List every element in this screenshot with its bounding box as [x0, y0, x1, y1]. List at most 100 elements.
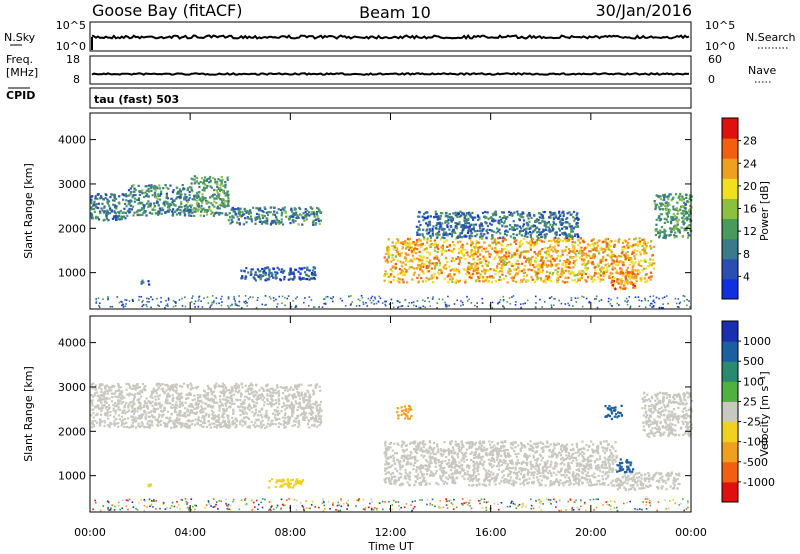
echo-cell	[277, 425, 280, 429]
echo-cell	[172, 208, 175, 211]
echo-cell	[557, 274, 560, 277]
echo-cell	[291, 210, 294, 213]
echo-cell	[142, 207, 145, 210]
echo-cell	[561, 280, 564, 283]
echo-cell	[678, 195, 681, 198]
echo-cell	[108, 425, 111, 429]
echo-cell	[292, 221, 295, 224]
echo-cell	[272, 423, 275, 426]
echo-cell	[239, 409, 242, 412]
echo-cell	[114, 404, 117, 408]
echo-cell	[543, 251, 547, 254]
echo-cell	[224, 398, 227, 401]
echo-cell	[226, 203, 230, 206]
clutter-cell	[544, 301, 546, 303]
echo-cell	[545, 275, 548, 278]
clutter-cell	[350, 295, 352, 297]
clutter-cell	[146, 300, 148, 303]
echo-cell	[194, 208, 197, 211]
echo-cell	[585, 256, 588, 259]
echo-cell	[490, 238, 493, 241]
echo-cell	[152, 387, 155, 390]
echo-cell	[286, 421, 289, 424]
echo-cell	[193, 210, 196, 213]
echo-cell	[271, 273, 274, 276]
echo-cell	[196, 191, 199, 195]
echo-cell	[239, 423, 242, 426]
echo-cell	[203, 197, 206, 200]
echo-cell	[275, 271, 278, 274]
echo-cell	[292, 404, 296, 407]
echo-cell	[227, 204, 230, 207]
echo-cell	[501, 269, 504, 272]
clutter-cell	[164, 306, 166, 309]
echo-cell	[467, 266, 470, 269]
echo-cell	[90, 414, 93, 417]
echo-cell	[300, 268, 303, 271]
echo-cell	[433, 239, 436, 242]
echo-cell	[222, 184, 225, 187]
echo-cell	[687, 209, 690, 212]
echo-cell	[428, 264, 431, 267]
echo-cell	[549, 216, 552, 219]
echo-cell	[494, 219, 497, 222]
echo-cell	[236, 221, 239, 224]
clutter-cell	[194, 300, 197, 303]
echo-cell	[629, 260, 632, 263]
echo-cell	[526, 232, 529, 235]
echo-cell	[430, 274, 433, 277]
colorbar-tick-label: 8	[743, 248, 750, 261]
echo-cell	[270, 401, 273, 404]
echo-cell	[178, 400, 182, 403]
echo-cell	[440, 252, 444, 255]
echo-cell	[94, 384, 97, 387]
echo-cell	[391, 256, 394, 260]
echo-cell	[640, 259, 643, 262]
echo-cell	[288, 406, 291, 409]
echo-cell	[476, 215, 480, 218]
echo-cell	[119, 399, 122, 402]
echo-cell	[576, 212, 579, 215]
echo-cell	[108, 397, 111, 400]
echo-cell	[470, 266, 473, 270]
echo-cell	[220, 204, 223, 207]
echo-cell	[523, 268, 526, 271]
echo-cell	[540, 270, 543, 273]
echo-cell	[579, 277, 582, 280]
echo-cell	[477, 218, 480, 222]
echo-cell	[99, 211, 102, 215]
echo-cell	[508, 213, 511, 216]
clutter-cell	[165, 299, 167, 302]
echo-cell	[140, 281, 143, 284]
echo-cell	[566, 221, 569, 224]
echo-cell	[556, 254, 559, 258]
echo-cell	[262, 423, 265, 426]
echo-cell	[315, 383, 318, 386]
echo-cell	[113, 420, 116, 423]
echo-cell	[227, 197, 230, 200]
echo-cell	[109, 196, 112, 199]
echo-cell	[479, 273, 482, 276]
echo-cell	[661, 208, 665, 211]
echo-cell	[164, 401, 167, 404]
echo-cell	[491, 234, 494, 237]
echo-cell	[181, 385, 184, 388]
echo-cell	[266, 394, 269, 397]
echo-cell	[489, 268, 492, 271]
echo-cell	[113, 193, 116, 196]
cpid-label: CPID	[6, 89, 35, 102]
echo-cell	[255, 424, 258, 427]
echo-cell	[277, 422, 281, 425]
echo-cell	[584, 246, 587, 249]
echo-cell	[231, 421, 234, 424]
echo-cell	[422, 228, 425, 231]
freq-panel-frame	[89, 55, 692, 85]
clutter-cell	[446, 304, 448, 307]
clutter-cell	[448, 304, 450, 307]
echo-cell	[119, 209, 122, 213]
echo-cell	[313, 266, 316, 269]
echo-cell	[510, 211, 513, 214]
echo-cell	[438, 273, 441, 276]
echo-cell	[520, 262, 523, 265]
echo-cell	[421, 262, 424, 265]
